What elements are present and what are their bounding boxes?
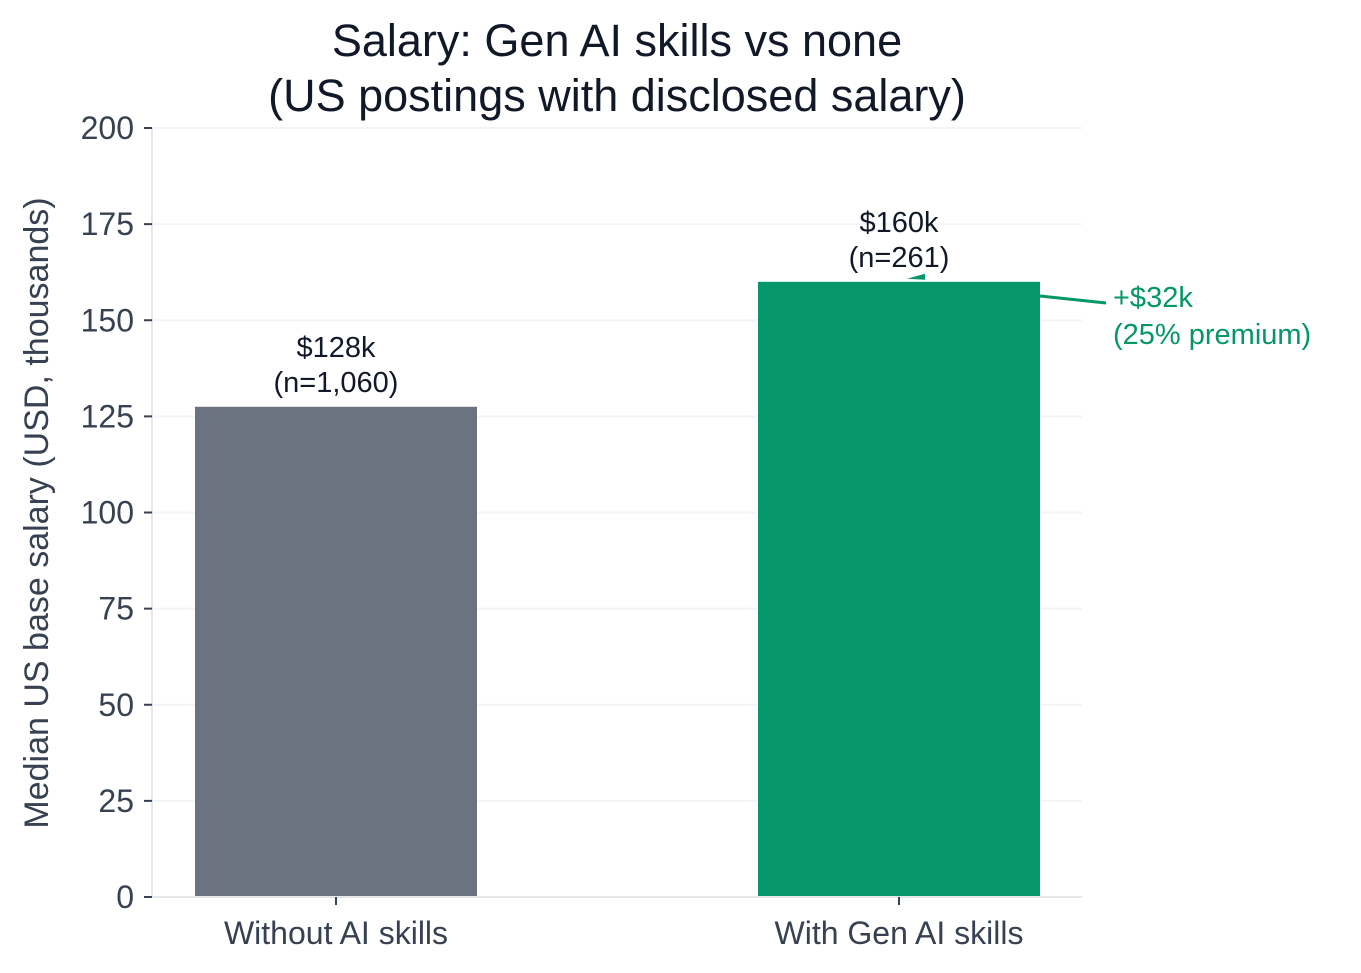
y-tick-label: 200 [81,110,134,146]
y-tick-label: 50 [98,687,134,723]
y-tick-label: 25 [98,783,134,819]
bar-count-label: (n=1,060) [274,367,399,399]
y-tick-label: 100 [81,495,134,531]
y-axis-label: Median US base salary (USD, thousands) [18,197,56,828]
bar-value-label: $128k [296,332,376,364]
premium-annotation-percent: (25% premium) [1113,319,1311,351]
bars [195,281,1040,897]
bar-count-label: (n=261) [849,242,950,274]
y-tick-label: 125 [81,398,134,434]
y-tick-label: 175 [81,206,134,242]
x-tick-label: With Gen AI skills [775,915,1024,951]
x-tick-label: Without AI skills [224,915,448,951]
bar [195,406,477,897]
premium-annotation: +$32k (25% premium) [1039,282,1311,351]
premium-annotation-amount: +$32k [1113,282,1193,314]
y-tick-label: 0 [116,879,134,915]
bar-value-label: $160k [859,207,939,239]
bar-label-pointer [907,273,925,280]
chart-title-line-1: Salary: Gen AI skills vs none [332,15,902,66]
y-tick-label: 75 [98,591,134,627]
axes: 0 25 50 75 100 125 150 175 200 Without AI skills W… [81,110,1082,951]
y-tick-label: 150 [81,302,134,338]
bar-labels: $128k(n=1,060) $160k(n=261) [274,207,950,399]
bar [758,281,1040,897]
chart-title-line-2: (US postings with disclosed salary) [268,70,966,121]
premium-annotation-arrow [1039,294,1107,305]
